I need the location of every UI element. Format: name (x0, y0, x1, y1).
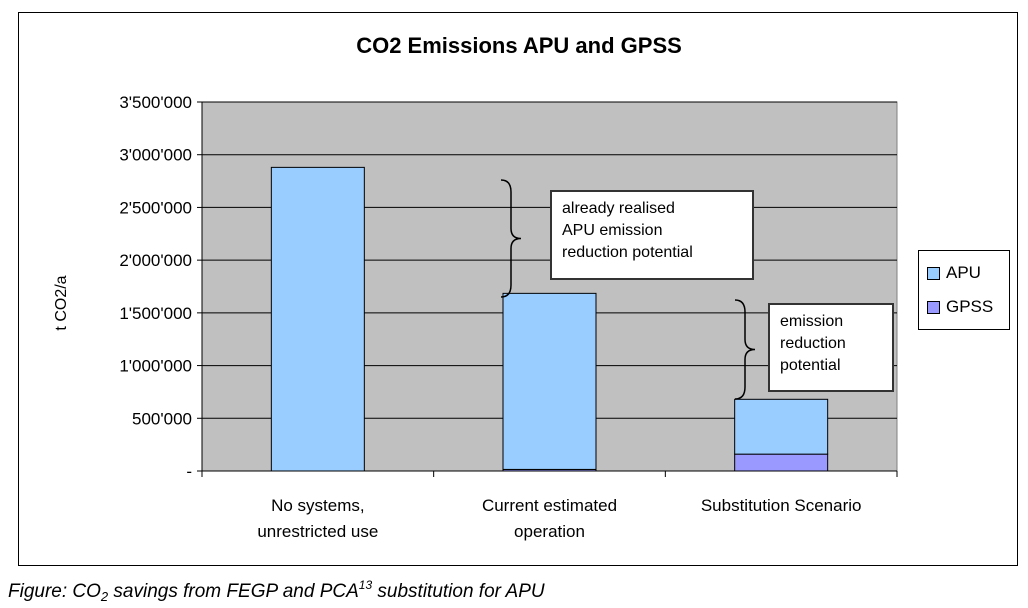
caption-text: Figure: CO (8, 581, 101, 602)
bar-gpss (734, 453, 829, 472)
curly-brace (734, 299, 756, 400)
legend-item-gpss: GPSS (927, 297, 993, 317)
x-tick-label: operation (514, 522, 585, 541)
axes: - 500'000 1'000'000 1'500'000 2'000'000 2'500… (119, 93, 898, 541)
y-tick-label: - (186, 462, 192, 481)
y-axis-label: t CO2/a (53, 275, 70, 330)
figure-caption: Figure: CO2 savings from FEGP and PCA13 … (8, 578, 545, 604)
caption-superscript: 13 (358, 578, 373, 592)
legend-swatch-apu (927, 266, 940, 280)
chart-title: CO2 Emissions APU and GPSS (356, 33, 682, 58)
annotation-line: reduction potential (562, 244, 693, 261)
x-tick-label: Current estimated (482, 496, 617, 515)
legend: APU GPSS (918, 250, 1010, 330)
bar-apu (734, 398, 829, 455)
y-tick-label: 1'500'000 (119, 304, 192, 323)
annotation-realised-reduction: already realised APU emission reduction … (550, 190, 754, 280)
curly-brace (500, 179, 522, 298)
caption-text: savings from FEGP and PCA (108, 581, 359, 602)
y-tick-label: 500'000 (132, 409, 192, 428)
annotation-reduction-potential: emission reduction potential (768, 303, 894, 392)
annotation-line: reduction (780, 335, 846, 352)
y-tick-label: 2'000'000 (119, 251, 192, 270)
annotation-line: already realised (562, 200, 675, 217)
chart-svg: CO2 Emissions APU and GPSS - 500'000 1'000… (53, 33, 898, 541)
annotation-line: potential (780, 357, 841, 374)
x-tick-label: No systems, (271, 496, 365, 515)
bar-apu (270, 166, 365, 472)
annotation-line: APU emission (562, 222, 663, 239)
caption-text: substitution for APU (372, 581, 545, 602)
legend-label-gpss: GPSS (946, 297, 994, 316)
bar-apu (502, 292, 597, 470)
annotation-line: emission (780, 313, 844, 330)
caption-subscript: 2 (100, 589, 109, 604)
chart-frame: CO2 Emissions APU and GPSS - 500'000 1'000… (18, 12, 1018, 566)
legend-label-apu: APU (946, 263, 981, 282)
x-tick-label: unrestricted use (257, 522, 378, 541)
legend-item-apu: APU (927, 263, 981, 283)
x-tick-label: Substitution Scenario (701, 496, 862, 515)
bars (270, 166, 829, 472)
braces (500, 179, 756, 400)
y-tick-label: 2'500'000 (119, 198, 192, 217)
y-tick-label: 3'000'000 (119, 146, 192, 165)
y-tick-label: 1'000'000 (119, 357, 192, 376)
legend-swatch-gpss (927, 300, 940, 314)
y-tick-label: 3'500'000 (119, 93, 192, 112)
